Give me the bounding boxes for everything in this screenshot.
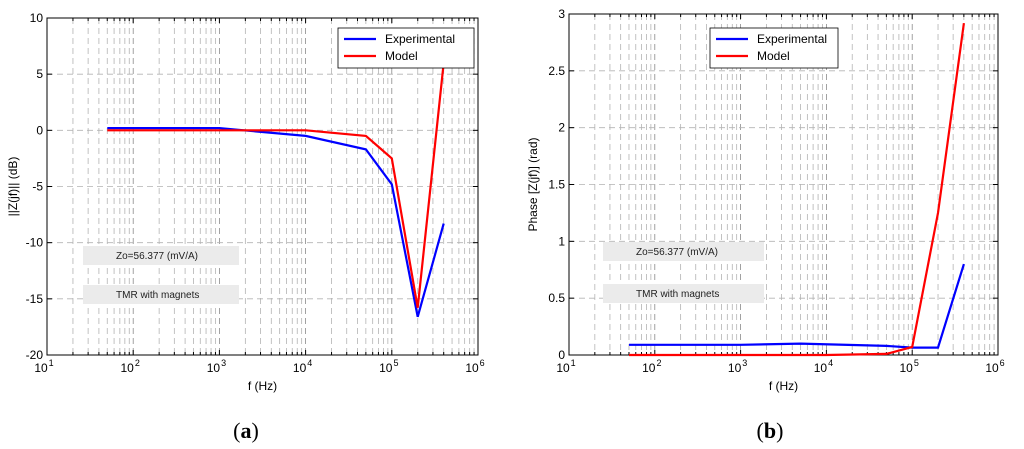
y-axis-label: ||Z(jf)|| (dB) xyxy=(6,157,20,217)
figure-caption: (b) xyxy=(757,418,784,443)
legend: Experimental Model xyxy=(337,27,475,69)
legend: Experimental Model xyxy=(709,27,839,69)
annotation-box xyxy=(603,242,764,261)
x-tick-label: 103 xyxy=(728,358,747,375)
annotation-text: Zo=56.377 (mV/A) xyxy=(116,251,198,262)
chart-panel-b: 101 102 103 104 105 106 3 2.5 2 1.5 1 0.5 0 f (Hz) Pha… xyxy=(526,7,1005,443)
annotation-text: Zo=56.377 (mV/A) xyxy=(636,247,718,258)
y-axis-label: Phase [Z(jf)] (rad) xyxy=(526,137,540,231)
x-axis-label: f (Hz) xyxy=(248,379,277,393)
x-tick-label: 106 xyxy=(985,358,1004,375)
x-tick-label: 103 xyxy=(207,358,226,375)
annotation-box xyxy=(603,284,764,303)
x-tick-labels: 101 102 103 104 105 106 xyxy=(34,358,484,375)
y-tick-label: 10 xyxy=(30,11,44,25)
legend-box xyxy=(337,27,475,69)
x-tick-label: 106 xyxy=(465,358,484,375)
y-tick-label: -5 xyxy=(32,180,43,194)
annotation-text: TMR with magnets xyxy=(636,289,719,300)
x-tick-label: 104 xyxy=(814,358,833,375)
y-tick-label: 0 xyxy=(36,123,43,137)
y-tick-label: -10 xyxy=(26,236,44,250)
series-line-model xyxy=(107,62,445,308)
y-tick-label: 2 xyxy=(558,121,565,135)
grid xyxy=(569,14,998,355)
y-tick-label: -15 xyxy=(26,292,44,306)
x-ticks xyxy=(46,17,479,356)
y-tick-labels: 10 5 0 -5 -10 -15 -20 xyxy=(26,11,44,362)
annotation-text: TMR with magnets xyxy=(116,290,199,301)
x-ticks xyxy=(568,13,999,356)
y-tick-label: 0.5 xyxy=(548,291,565,305)
y-tick-label: -20 xyxy=(26,348,44,362)
x-tick-label: 101 xyxy=(34,358,53,375)
x-tick-label: 105 xyxy=(379,358,398,375)
y-tick-label: 1.5 xyxy=(548,178,565,192)
legend-label: Experimental xyxy=(385,32,455,46)
x-tick-labels: 101 102 103 104 105 106 xyxy=(556,358,1004,375)
x-tick-label: 105 xyxy=(900,358,919,375)
y-tick-label: 3 xyxy=(558,7,565,21)
y-tick-label: 0 xyxy=(558,348,565,362)
legend-label: Model xyxy=(385,49,418,63)
series-line-model xyxy=(629,22,965,357)
legend-box xyxy=(709,27,839,69)
y-tick-label: 5 xyxy=(36,67,43,81)
x-tick-label: 104 xyxy=(293,358,312,375)
x-tick-label: 101 xyxy=(556,358,575,375)
legend-label: Model xyxy=(757,49,790,63)
x-axis-label: f (Hz) xyxy=(769,379,798,393)
annotation-box xyxy=(83,246,239,265)
series-line-experimental xyxy=(107,127,445,318)
y-tick-label: 2.5 xyxy=(548,64,565,78)
series-line-experimental xyxy=(629,263,965,349)
y-tick-labels: 3 2.5 2 1.5 1 0.5 0 xyxy=(548,7,565,362)
legend-label: Experimental xyxy=(757,32,827,46)
annotation-box xyxy=(83,285,239,304)
figure-caption: (a) xyxy=(233,418,259,443)
x-tick-label: 102 xyxy=(642,358,661,375)
x-tick-label: 102 xyxy=(121,358,140,375)
y-tick-label: 1 xyxy=(558,234,565,248)
